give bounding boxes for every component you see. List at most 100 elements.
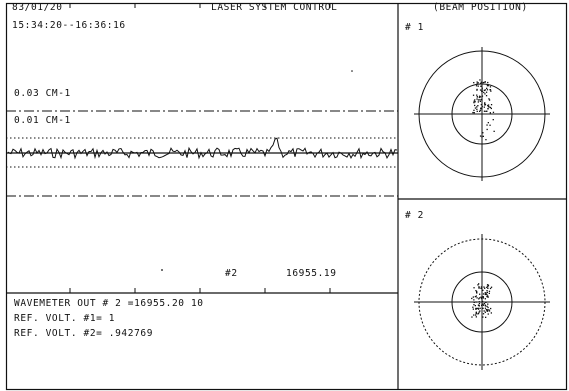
beam-point [488,292,490,294]
beam-point [483,106,485,108]
beam-point [484,287,486,289]
beam-point [474,99,476,101]
beam-point [486,124,488,126]
beam-point [485,316,487,318]
beam-point [474,107,477,109]
beam-point [479,110,481,112]
beam-point [490,307,492,310]
beam-point [481,298,483,300]
beam-point [473,100,475,102]
beam-point [490,107,492,110]
beam-point [481,99,483,101]
time-range-label: 15:34:20--16:36:16 [12,20,126,31]
beam-point [484,104,487,106]
beam-point [486,294,488,296]
beam-point [485,293,487,295]
beam-point [487,122,489,124]
beam-point [479,100,481,102]
ref-volt-1-line: REF. VOLT. #1= 1 [14,313,116,324]
beam-point [476,106,478,108]
beam-point [473,102,475,104]
beam-point [477,105,479,107]
beam-point [486,85,489,87]
beam-point [487,303,489,305]
beam-point [477,313,479,315]
beam-point [473,287,475,289]
beam-point [487,285,489,288]
beam-point [489,112,491,114]
beam-point [476,297,478,299]
beam-point [475,311,477,313]
beam-point [486,87,488,89]
beam-point [478,297,481,299]
beam-point [478,283,480,285]
beam-point [484,81,486,83]
beam-point [481,105,483,108]
beam-point [482,296,484,298]
beam-point [475,308,477,310]
beam-point [484,104,486,106]
beam-point [475,85,478,87]
beam-point [480,104,482,106]
beam-point [478,286,480,288]
beam-point [473,304,475,306]
beam-point [475,316,477,318]
beam-point [482,304,484,306]
beam-point [475,307,477,310]
beam-point [484,292,486,294]
beam-point [482,313,485,315]
beam-point [487,296,489,298]
beam-point [487,309,489,311]
beam-point [472,111,474,114]
beam-point [488,99,491,101]
beam-point [477,82,479,84]
beam-point [481,304,483,306]
beam-point [479,99,481,101]
beam-point [488,106,490,108]
beam-point [487,85,489,87]
beam-point [485,110,487,112]
beam-point [482,132,484,134]
beam-point [488,310,491,312]
beam-point [487,295,489,297]
beam-point [485,91,488,93]
beam-point [478,298,480,300]
beam-point [479,96,482,98]
beam-point [481,88,483,90]
beam-panel-title: (BEAM POSITION) [433,2,528,13]
beam-point [479,307,481,309]
beam-point [488,309,490,311]
beam-point [484,298,486,300]
beam-point [474,101,476,103]
beam-point [487,313,489,315]
beam-point [479,95,481,97]
beam-point [476,83,478,85]
beam-point [483,302,486,305]
beam-point [487,108,489,110]
screen-title: LASER SYSTEM CONTROL [211,2,338,13]
beam-point [477,99,480,101]
beam-point [480,83,482,85]
beam-point [486,290,488,292]
beam-point [487,284,490,287]
beam-point [471,316,473,318]
beam-point [486,305,488,307]
beam-point [482,81,484,84]
beam-point [475,290,477,292]
beam-point [485,95,488,97]
beam-point [482,296,484,298]
beam-point [481,136,483,138]
beam-point [479,79,481,81]
scale-label-upper: 0.03 CM-1 [14,88,71,99]
beam-point [472,308,474,310]
beam-point [478,301,480,303]
beam-point [483,89,485,91]
beam-point [473,82,475,84]
beam-plot-2 [414,234,550,370]
beam-point [489,124,491,126]
beam-point [475,314,477,316]
beam-point [480,296,482,298]
beam-point [485,301,487,303]
beam-point [483,91,485,94]
